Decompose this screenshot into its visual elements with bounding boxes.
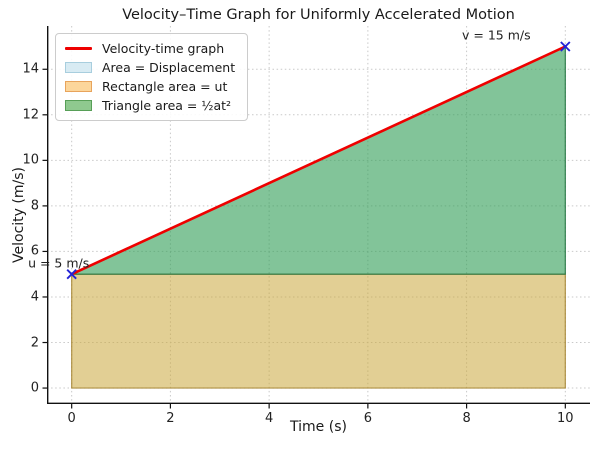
y-tick-label: 8 — [30, 198, 39, 214]
y-tick-label: 2 — [30, 335, 39, 351]
legend-item: Velocity-time graph — [65, 41, 235, 56]
legend-patch-swatch — [65, 62, 92, 73]
y-tick-label: 6 — [30, 243, 39, 259]
legend-item-label: Area = Displacement — [102, 60, 236, 75]
x-tick-label: 4 — [264, 411, 274, 426]
plot-area: 0 2 4 6 8 10 0 2 4 6 8 10 12 14 u = 5 m/s v = 15 m/s V… — [22, 26, 590, 426]
x-tick-label: 10 — [557, 411, 574, 426]
legend-patch-swatch — [65, 81, 92, 92]
y-tick-label: 10 — [22, 152, 39, 168]
legend-item-label: Velocity-time graph — [102, 41, 225, 56]
x-tick-label: 8 — [462, 411, 471, 426]
legend: Velocity-time graph Area = Displacement Re… — [55, 33, 249, 121]
y-axis-label: Velocity (m/s) — [11, 167, 27, 263]
legend-patch-swatch — [65, 100, 92, 111]
y-tick-label: 4 — [30, 289, 39, 305]
y-tick-label: 12 — [22, 107, 39, 123]
data-point-marker — [560, 41, 571, 52]
final-velocity-annotation: v = 15 m/s — [462, 27, 531, 43]
chart-title: Velocity–Time Graph for Uniformly Accele… — [122, 7, 515, 23]
plot-canvas — [42, 26, 590, 409]
x-tick-label: 6 — [363, 411, 372, 426]
x-axis-label: Time (s) — [290, 419, 347, 435]
x-tick-label: 2 — [166, 411, 175, 426]
legend-item: Rectangle area = ut — [65, 79, 235, 94]
legend-item-label: Triangle area = ½at² — [102, 98, 232, 113]
rectangle-area-fill — [71, 273, 566, 389]
x-tick-label: 0 — [67, 411, 76, 426]
y-tick-label: 14 — [22, 61, 39, 77]
velocity-line — [70, 45, 567, 276]
initial-velocity-annotation: u = 5 m/s — [28, 255, 90, 271]
legend-item: Area = Displacement — [65, 60, 235, 75]
y-tick-label: 0 — [30, 380, 39, 396]
legend-item: Triangle area = ½at² — [65, 98, 235, 113]
data-point-marker — [66, 269, 77, 280]
legend-line-swatch — [65, 47, 92, 50]
legend-item-label: Rectangle area = ut — [102, 79, 228, 94]
